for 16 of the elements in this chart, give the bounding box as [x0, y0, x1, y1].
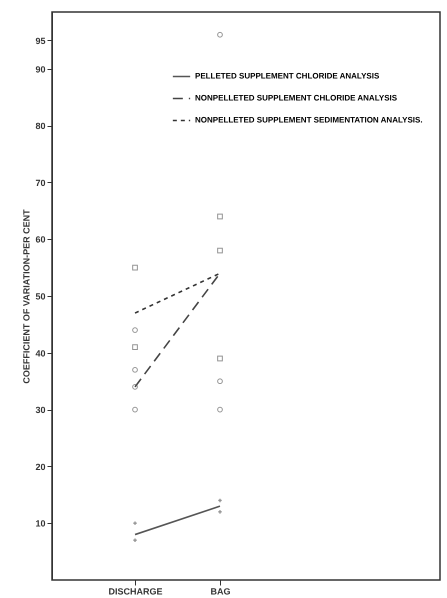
y-tick-label: 20	[35, 462, 46, 472]
y-axis-title: COEFFICIENT OF VARIATION-PER CENT	[21, 208, 32, 384]
y-tick-label: 40	[35, 348, 46, 358]
y-tick-label: 95	[35, 36, 46, 46]
y-tick-label: 10	[35, 518, 46, 529]
legend-label: NONPELLETED SUPPLEMENT CHLORIDE ANALYSIS	[195, 94, 398, 102]
y-tick-label: 60	[35, 234, 46, 245]
legend-label: NONPELLETED SUPPLEMENT SEDIMENTATION ANALYSIS.	[195, 116, 423, 124]
y-tick-label: 70	[35, 178, 46, 188]
y-tick-label: 90	[35, 64, 46, 74]
y-tick-label: 80	[35, 121, 46, 132]
y-tick-label: 50	[35, 292, 46, 302]
y-tick-label: 30	[35, 405, 46, 416]
x-tick-label: BAG	[210, 586, 230, 596]
legend-label: PELLETED SUPPLEMENT CHLORIDE ANALYSIS	[195, 72, 380, 80]
x-tick-label: DISCHARGE	[108, 586, 163, 596]
